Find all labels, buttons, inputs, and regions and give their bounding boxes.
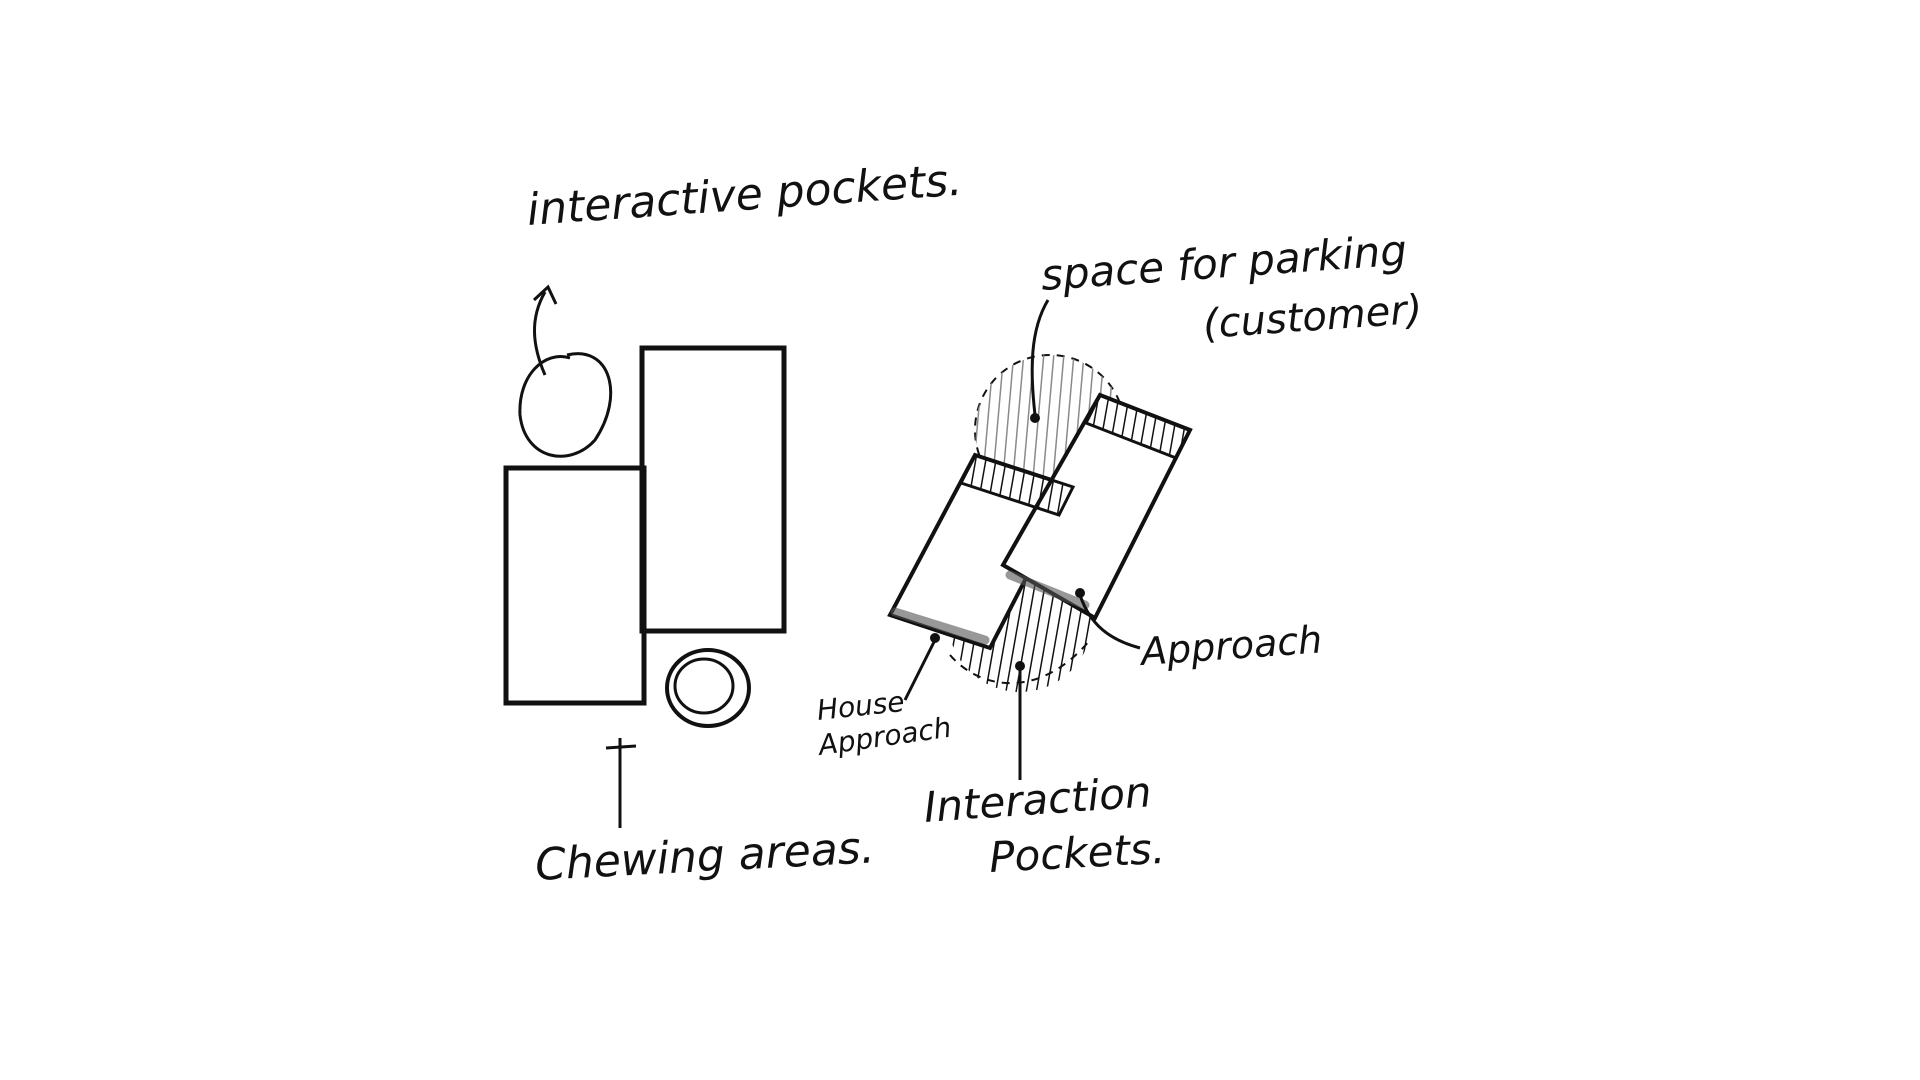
leader-house-approach-dot bbox=[930, 633, 940, 643]
label-approach: Approach bbox=[1137, 617, 1324, 674]
shade-left-block-bottom bbox=[890, 607, 990, 645]
label-chewing-areas: Chewing areas. bbox=[534, 822, 876, 891]
arrow-head-interactive-pockets bbox=[532, 284, 558, 305]
arrow-to-interactive-pockets bbox=[533, 291, 547, 376]
leader-interaction-pockets-dot bbox=[1015, 661, 1025, 671]
leader-approach bbox=[1078, 594, 1141, 650]
right-building-group bbox=[887, 299, 1193, 780]
label-interactive-pockets: interactive pockets. bbox=[525, 155, 964, 236]
interactive-pocket-circle-bottom bbox=[665, 648, 751, 728]
label-pockets: Pockets. bbox=[988, 824, 1166, 882]
shade-right-block-bottom bbox=[1005, 570, 1090, 610]
interactive-pocket-circle-top bbox=[518, 352, 613, 458]
label-interaction: Interaction bbox=[922, 767, 1153, 832]
label-space-for-parking: space for parking bbox=[1039, 226, 1408, 300]
left-block-lower bbox=[503, 465, 647, 706]
interaction-pocket-outline bbox=[949, 639, 1091, 685]
label-customer: (customer) bbox=[1201, 287, 1423, 348]
leader-house-approach bbox=[903, 639, 937, 701]
leader-approach-dot bbox=[1075, 588, 1085, 598]
hatched-band-left-block bbox=[958, 453, 1076, 517]
hatched-band-right-block bbox=[1083, 393, 1193, 460]
leader-parking bbox=[1030, 299, 1050, 416]
left-building-group bbox=[503, 284, 787, 828]
left-block-upper bbox=[639, 345, 787, 634]
leader-parking-dot bbox=[1030, 413, 1040, 423]
arrow-head-chewing-areas bbox=[605, 744, 637, 750]
